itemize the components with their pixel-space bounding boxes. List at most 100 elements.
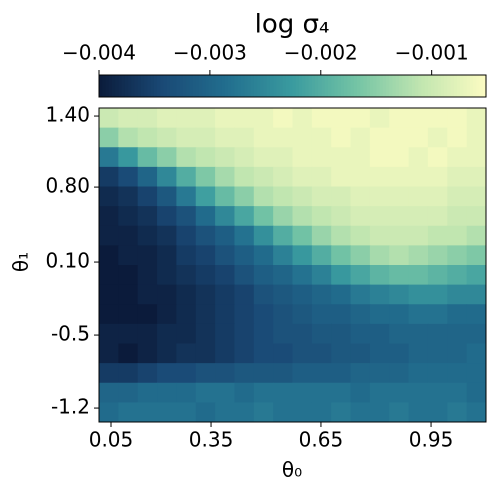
colorbar-segment xyxy=(218,75,223,97)
colorbar-segment xyxy=(321,75,326,97)
colorbar-segment xyxy=(398,75,403,97)
heatmap-cell xyxy=(331,265,352,286)
heatmap-cell xyxy=(137,284,158,305)
heatmap-cell xyxy=(408,147,429,168)
colorbar-segment xyxy=(318,75,323,97)
heatmap-cell xyxy=(234,147,255,168)
heatmap-cell xyxy=(253,382,274,403)
heatmap-cell xyxy=(311,265,332,286)
heatmap-cell xyxy=(253,127,274,148)
heatmap-cell xyxy=(273,127,293,148)
heatmap-cell xyxy=(253,206,274,227)
heatmap-cell xyxy=(215,245,235,266)
colorbar-segment xyxy=(463,75,468,97)
heatmap-cell xyxy=(427,382,448,403)
colorbar-segment xyxy=(237,75,242,97)
heatmap-cell xyxy=(157,304,177,325)
colorbar-segment xyxy=(276,75,281,97)
heatmap-cell xyxy=(466,108,487,129)
colorbar-segment xyxy=(379,75,384,97)
heatmap-cell xyxy=(350,147,371,168)
heatmap-cell xyxy=(427,147,448,168)
x-tick-label: 0.05 xyxy=(89,428,134,452)
heatmap-cell xyxy=(137,265,158,286)
heatmap-cell xyxy=(389,284,410,305)
heatmap-cell xyxy=(234,382,255,403)
colorbar-segment xyxy=(215,75,219,97)
colorbar-segment xyxy=(279,75,284,97)
x-tick-label: 0.65 xyxy=(299,428,344,452)
colorbar-segment xyxy=(176,75,181,97)
colorbar-segment xyxy=(260,75,265,97)
heatmap-cell xyxy=(331,284,352,305)
heatmap-cell xyxy=(292,382,313,403)
heatmap-cell xyxy=(157,265,177,286)
heatmap-cell xyxy=(427,304,448,325)
heatmap-cell xyxy=(350,225,371,246)
heatmap-cell xyxy=(447,402,468,423)
heatmap-cell xyxy=(118,127,139,148)
heatmap-cell xyxy=(311,284,332,305)
heatmap-cell xyxy=(427,245,448,266)
heatmap-cell xyxy=(137,343,158,364)
heatmap-cell xyxy=(195,206,216,227)
heatmap-cell xyxy=(447,304,468,325)
heatmap-cell xyxy=(331,323,352,344)
colorbar-segment xyxy=(269,75,274,97)
colorbar-segment xyxy=(382,75,387,97)
heatmap-cell xyxy=(176,402,197,423)
colorbar-segment xyxy=(118,75,123,97)
colorbar-segment xyxy=(353,75,358,97)
heatmap-cell xyxy=(215,166,235,187)
heatmap-cell xyxy=(331,402,352,423)
heatmap-cell xyxy=(389,265,410,286)
heatmap-cell xyxy=(408,265,429,286)
colorbar-segment xyxy=(247,75,252,97)
heatmap-cell xyxy=(331,304,352,325)
heatmap-cell xyxy=(292,127,313,148)
colorbar-segment xyxy=(108,75,113,97)
heatmap-cell xyxy=(427,284,448,305)
heatmap-cell xyxy=(118,284,139,305)
chart-title: log σ₄ xyxy=(255,10,330,40)
heatmap-cell xyxy=(234,245,255,266)
y-tick-label: -0.5 xyxy=(51,322,90,346)
colorbar-segment xyxy=(337,75,342,97)
heatmap-cell xyxy=(466,245,487,266)
heatmap-cell xyxy=(447,284,468,305)
colorbar-segment xyxy=(357,75,361,97)
colorbar-segment xyxy=(115,75,119,97)
colorbar-segment xyxy=(315,75,319,97)
heatmap-cell xyxy=(157,284,177,305)
heatmap-cell xyxy=(137,245,158,266)
heatmap-cell xyxy=(137,147,158,168)
heatmap-cell xyxy=(292,108,313,129)
heatmap-cell xyxy=(466,166,487,187)
heatmap-cell xyxy=(427,127,448,148)
heatmap-cell xyxy=(311,147,332,168)
heatmap-cell xyxy=(466,265,487,286)
heatmap-cell xyxy=(408,108,429,129)
heatmap-cell xyxy=(253,402,274,423)
colorbar-segment xyxy=(292,75,297,97)
heatmap-cell xyxy=(427,108,448,129)
heatmap-cell xyxy=(369,323,390,344)
heatmap-cell xyxy=(447,186,468,207)
colorbar-frame xyxy=(98,74,487,98)
heatmap-cell xyxy=(292,402,313,423)
heatmap-cell xyxy=(331,166,352,187)
heatmap-cell xyxy=(273,284,293,305)
colorbar-segment xyxy=(450,75,455,97)
colorbar-segment xyxy=(421,75,426,97)
colorbar-segment xyxy=(347,75,352,97)
heatmap-cell xyxy=(157,363,177,384)
heatmap-cell xyxy=(350,402,371,423)
heatmap-cell xyxy=(195,343,216,364)
colorbar-tick-label: −0.002 xyxy=(284,41,358,65)
heatmap-cell xyxy=(389,402,410,423)
colorbar-segment xyxy=(102,75,107,97)
heatmap-cell xyxy=(253,363,274,384)
colorbar-segment xyxy=(405,75,410,97)
heatmap-cell xyxy=(369,127,390,148)
